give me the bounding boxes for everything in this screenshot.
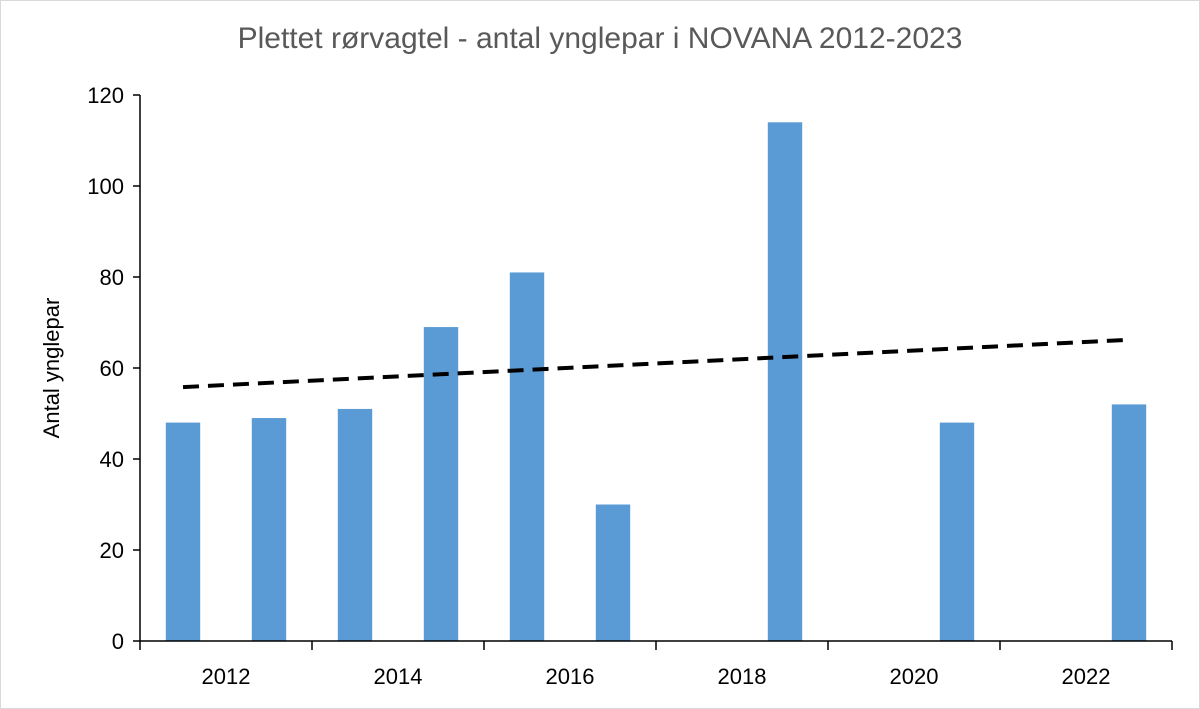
bar-2013	[251, 418, 287, 641]
bar-2023	[1111, 404, 1147, 641]
tick-labels-group: 0 20 40 60 80 100 120 2012 2014 2016 2018 2020 2022	[87, 83, 1110, 689]
x-tick-label: 2016	[546, 664, 595, 689]
y-tick-label: 60	[100, 356, 124, 381]
bar-2015	[423, 327, 459, 641]
trendline	[182, 337, 1130, 390]
bars-group	[165, 122, 1147, 642]
y-tick-label: 0	[112, 629, 124, 654]
chart-title: Plettet rørvagtel - antal ynglepar i NOV…	[237, 22, 963, 55]
x-tick-label: 2022	[1062, 664, 1111, 689]
y-tick-label: 100	[87, 174, 124, 199]
x-tick-label: 2014	[374, 664, 423, 689]
x-tick-label: 2020	[890, 664, 939, 689]
x-tick-label: 2018	[718, 664, 767, 689]
bar-2019	[767, 122, 803, 642]
axes-group	[133, 94, 1173, 650]
trendline-group	[182, 337, 1130, 390]
bar-2016	[509, 272, 545, 641]
bar-2017	[595, 504, 631, 641]
bar-2012	[165, 422, 201, 641]
bar-2014	[337, 408, 373, 641]
x-tick-label: 2012	[202, 664, 251, 689]
bar-2021	[939, 422, 975, 641]
y-tick-label: 40	[100, 447, 124, 472]
y-tick-label: 80	[100, 265, 124, 290]
y-tick-label: 120	[87, 83, 124, 108]
y-tick-label: 20	[100, 538, 124, 563]
